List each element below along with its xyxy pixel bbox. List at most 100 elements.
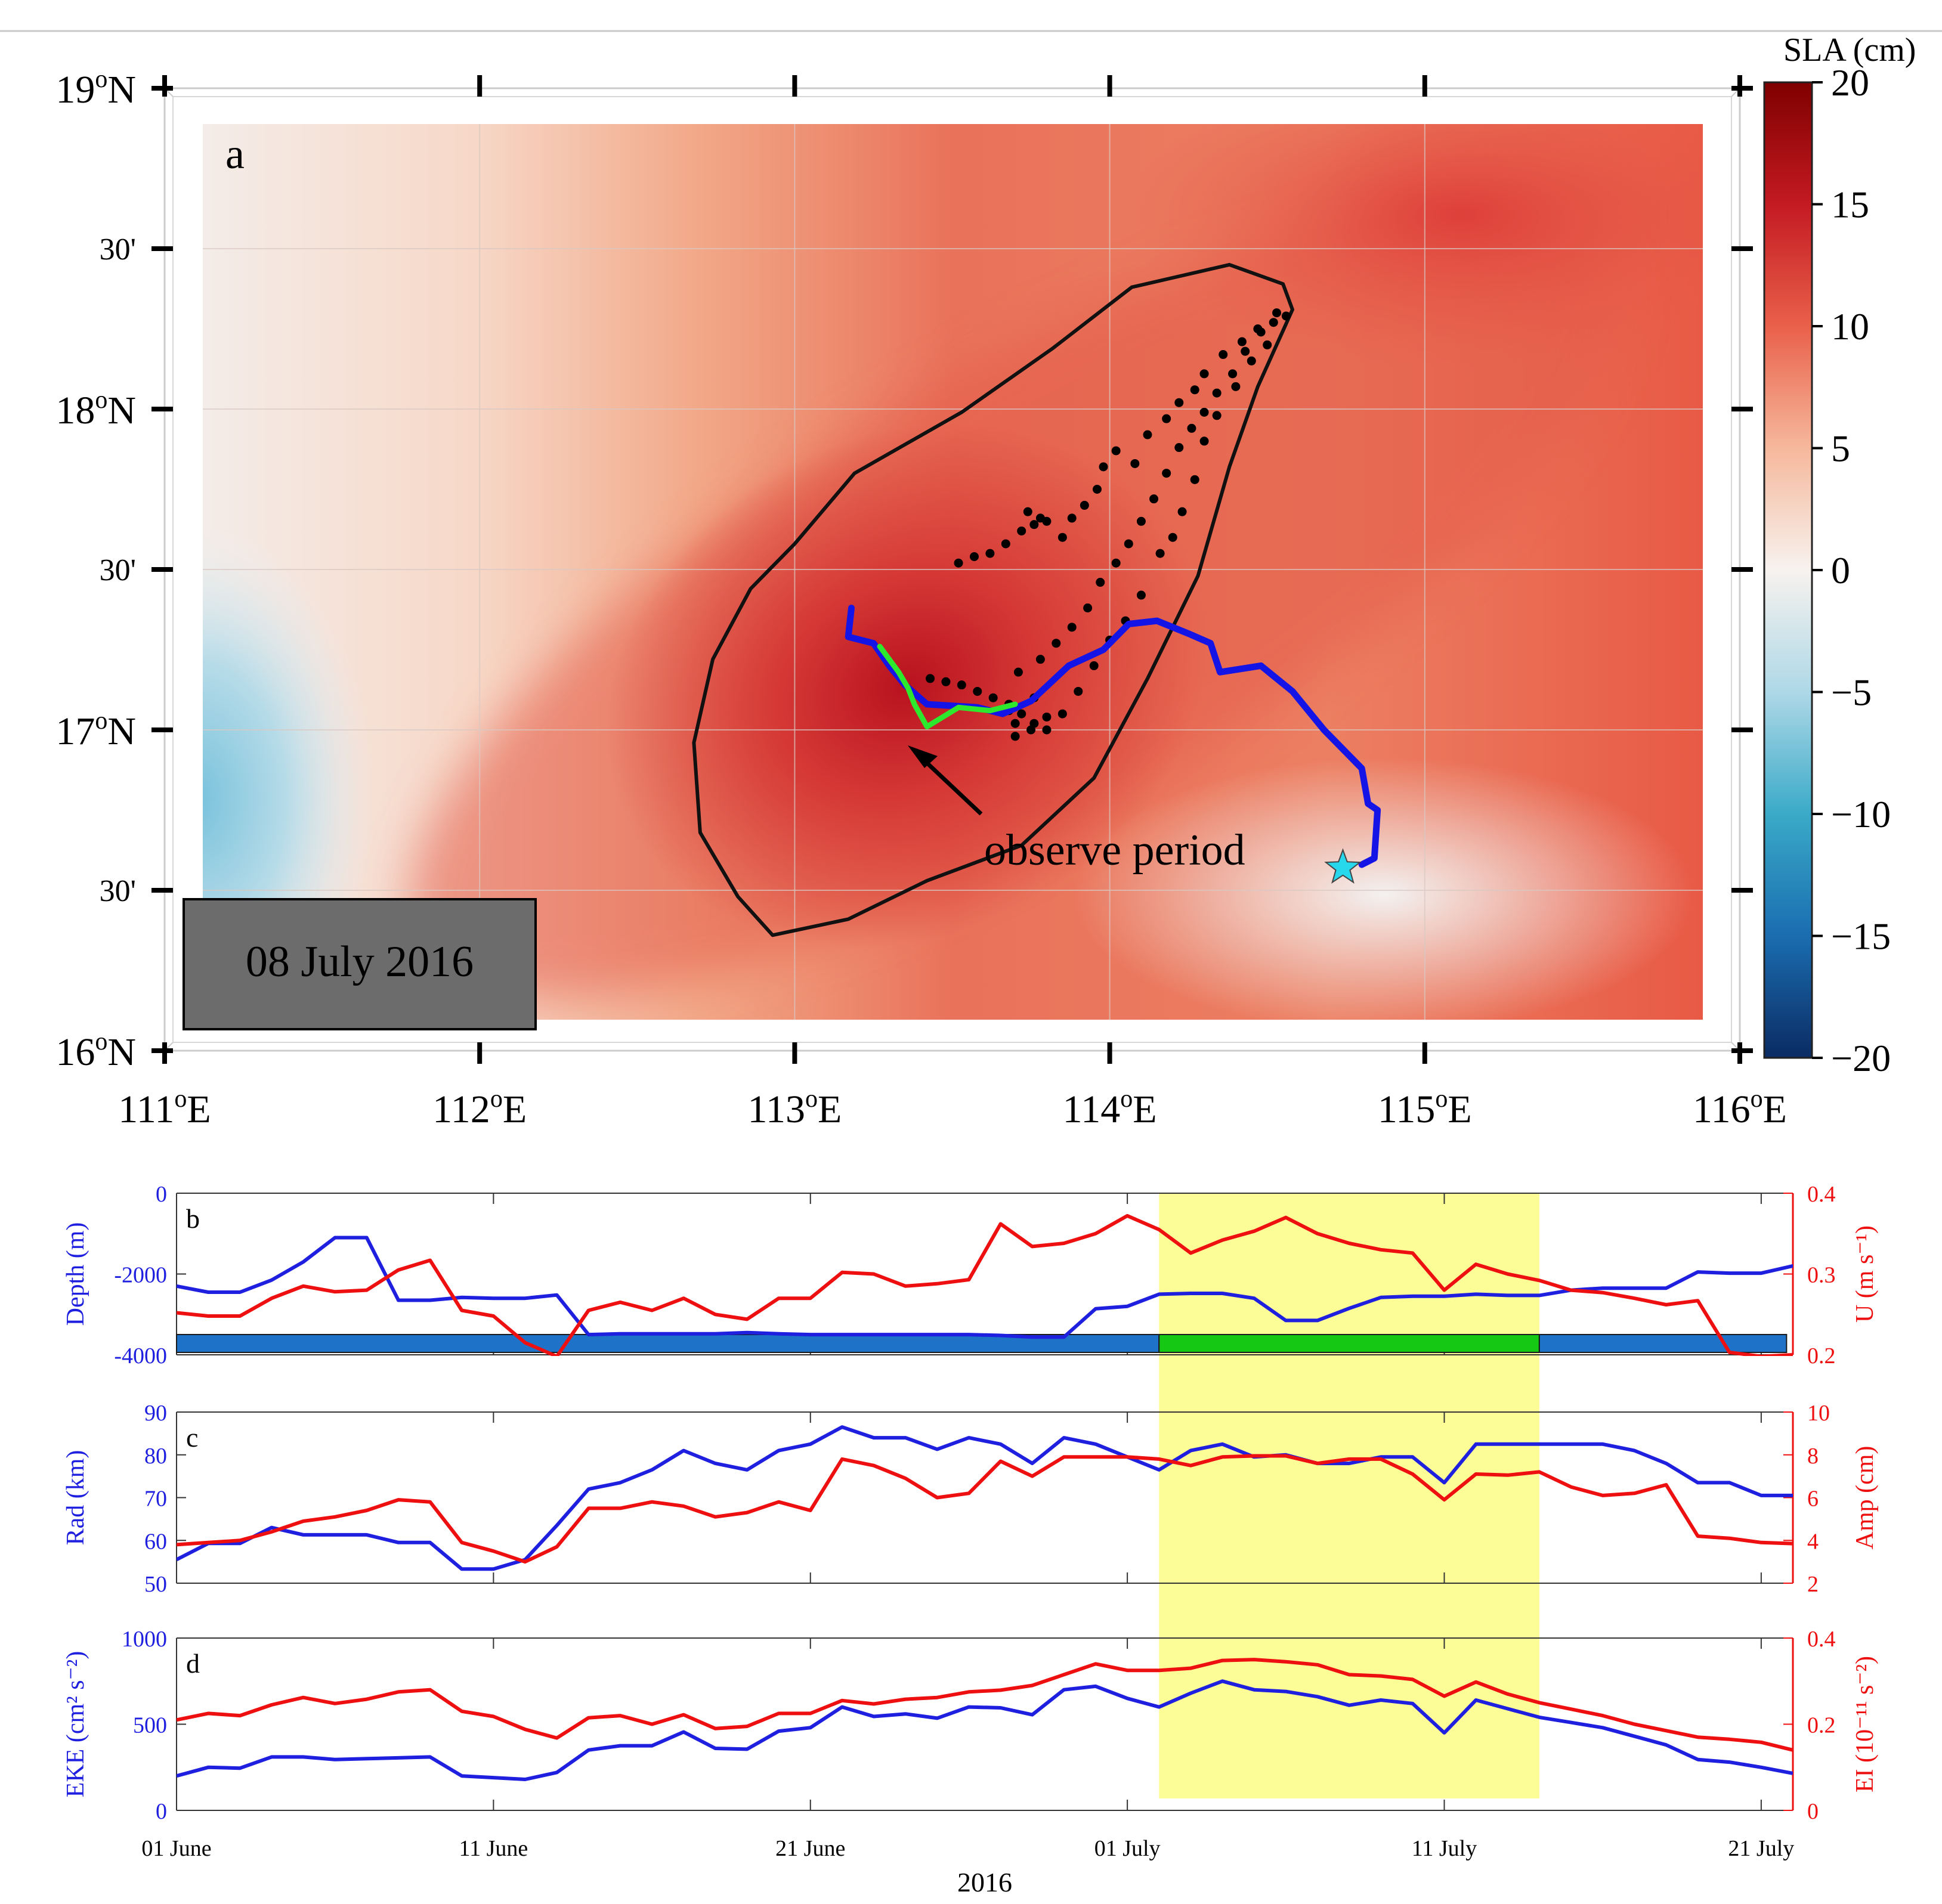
lat-tick-label: 18oN xyxy=(55,386,136,432)
right-tick-label: 0.4 xyxy=(1807,1627,1836,1652)
sla-colorbar: SLA (cm) 20 15 10 5 0 −5 −10 −15 −20 xyxy=(1763,32,1916,1079)
eddy-boundary-contour xyxy=(692,262,1294,937)
lat-tick-label: 17oN xyxy=(55,707,136,753)
eddy-core-point xyxy=(1023,507,1032,516)
sla-northeast-lobe xyxy=(1127,124,1703,370)
eddy-core-point xyxy=(1174,443,1184,453)
eddy-core-point xyxy=(1190,385,1199,395)
eddy-core-point xyxy=(1174,398,1184,407)
eddy-core-point xyxy=(1013,667,1023,677)
eddy-core-point xyxy=(973,686,982,696)
eddy-core-point xyxy=(1130,459,1140,468)
right-tick-label: 0.2 xyxy=(1807,1343,1836,1369)
right-tick-label: 0.3 xyxy=(1807,1263,1836,1288)
eddy-core-point xyxy=(1199,369,1209,379)
left-axis-label: Rad (km) xyxy=(62,1450,89,1546)
colorbar-ticks: 20 15 10 5 0 −5 −10 −15 −20 xyxy=(1812,61,1891,1079)
eddy-core-point xyxy=(954,558,963,568)
right-tick-label: 2 xyxy=(1807,1572,1819,1597)
eddy-core-point xyxy=(1263,340,1272,349)
eddy-core-point xyxy=(926,674,935,683)
panel-a-label: a xyxy=(225,130,245,178)
left-tick-label: 0 xyxy=(156,1182,167,1207)
eddy-core-point xyxy=(1199,407,1209,417)
eddy-core-point xyxy=(1149,494,1159,504)
eddy-core-point xyxy=(1272,308,1282,318)
eddy-core-point xyxy=(1010,719,1020,728)
eddy-core-point xyxy=(1212,411,1222,420)
sla-negative-west xyxy=(203,525,376,1020)
eddy-core-point xyxy=(1136,516,1146,526)
sla-neutral-southeast xyxy=(1074,757,1694,1020)
x-axis-title: 2016 xyxy=(957,1867,1012,1897)
lat-minute-label: 30' xyxy=(100,874,136,908)
eddy-core-point xyxy=(1143,430,1152,439)
eddy-core-point xyxy=(1190,475,1199,484)
x-tick-label: 11 June xyxy=(459,1836,528,1861)
right-tick-label: 0.4 xyxy=(1807,1182,1836,1207)
eddy-core-point xyxy=(941,677,951,686)
left-tick-label: 500 xyxy=(133,1713,167,1738)
eddy-core-point xyxy=(1212,388,1222,398)
observe-period-highlight xyxy=(1159,1193,1539,1798)
right-tick-label: 8 xyxy=(1807,1444,1819,1469)
series-line-depth xyxy=(177,1236,1793,1339)
panel-b-label: b xyxy=(186,1203,200,1234)
right-tick-label: 0.2 xyxy=(1807,1713,1836,1738)
lat-tick-label: 16oN xyxy=(55,1028,136,1074)
lat-minute-label: 30' xyxy=(100,553,136,587)
x-tick-label: 01 June xyxy=(141,1836,211,1861)
colorbar-tick-label: 5 xyxy=(1831,428,1850,470)
eddy-core-point xyxy=(957,680,966,690)
timeseries-panel-b: -4000 -2000 0 0.2 0.3 0.4 Depth (m) U (m s⁻¹) b xyxy=(62,1182,1879,1369)
map-frame-ticks xyxy=(151,75,1753,1064)
eddy-core-point xyxy=(1187,423,1196,433)
sla-field xyxy=(203,124,1703,1020)
left-tick-label: -4000 xyxy=(114,1343,167,1369)
eddy-core-point xyxy=(1237,337,1247,346)
eddy-core-point xyxy=(1067,623,1077,632)
left-tick-label: 1000 xyxy=(122,1627,167,1652)
left-axis-label: Depth (m) xyxy=(62,1222,89,1326)
eddy-core-point xyxy=(1177,507,1187,516)
map-lon-labels: 111oE 112oE 113oE 114oE 115oE 116oE xyxy=(118,1085,1787,1131)
observe-period-arrow xyxy=(908,745,983,816)
eddy-core-point xyxy=(1269,318,1278,327)
lon-tick-label: 111oE xyxy=(118,1085,211,1131)
colorbar-title: SLA (cm) xyxy=(1783,32,1916,69)
time-series-panels: -4000 -2000 0 0.2 0.3 0.4 Depth (m) U (m s⁻¹) b 5… xyxy=(62,1182,1879,1897)
depth-bar-segment xyxy=(176,1334,1160,1353)
left-tick-label: 50 xyxy=(144,1572,167,1597)
left-tick-label: 70 xyxy=(144,1487,167,1512)
eddy-track-green xyxy=(877,643,1018,730)
eddy-core-point xyxy=(985,549,995,558)
map-frame xyxy=(151,75,1753,1064)
left-tick-label: 0 xyxy=(156,1799,167,1824)
colorbar-tick-label: −10 xyxy=(1831,793,1891,835)
right-tick-label: 0 xyxy=(1807,1799,1819,1824)
colorbar-tick-label: 20 xyxy=(1831,61,1869,104)
series-line-ei xyxy=(177,1658,1793,1752)
eddy-core-point xyxy=(1247,356,1256,366)
eddy-core-point xyxy=(1136,590,1146,600)
map-graticule xyxy=(203,124,1703,1020)
arrow-shaft xyxy=(918,754,983,816)
eddy-core-point xyxy=(1168,532,1177,542)
eddy-core-point xyxy=(1256,327,1266,337)
eddy-core-point xyxy=(1228,369,1238,379)
x-tick-label: 21 July xyxy=(1728,1836,1794,1861)
eddy-core-point xyxy=(969,552,979,561)
left-tick-label: 90 xyxy=(144,1401,167,1426)
eddy-core-point xyxy=(1089,661,1099,670)
right-tick-label: 6 xyxy=(1807,1487,1819,1512)
map-lat-labels: 19oN 30' 18oN 30' 17oN 30' 16oN xyxy=(55,66,136,1074)
panel-d-label: d xyxy=(186,1648,200,1679)
right-tick-label: 10 xyxy=(1807,1401,1830,1426)
colorbar-ramp xyxy=(1763,81,1813,1059)
colorbar-tick-label: −15 xyxy=(1831,915,1891,958)
eddy-core-point xyxy=(1096,578,1105,587)
observe-period-label: observe period xyxy=(984,826,1245,875)
eddy-core-point xyxy=(1162,414,1171,423)
depth-bar-segment xyxy=(1538,1334,1788,1353)
